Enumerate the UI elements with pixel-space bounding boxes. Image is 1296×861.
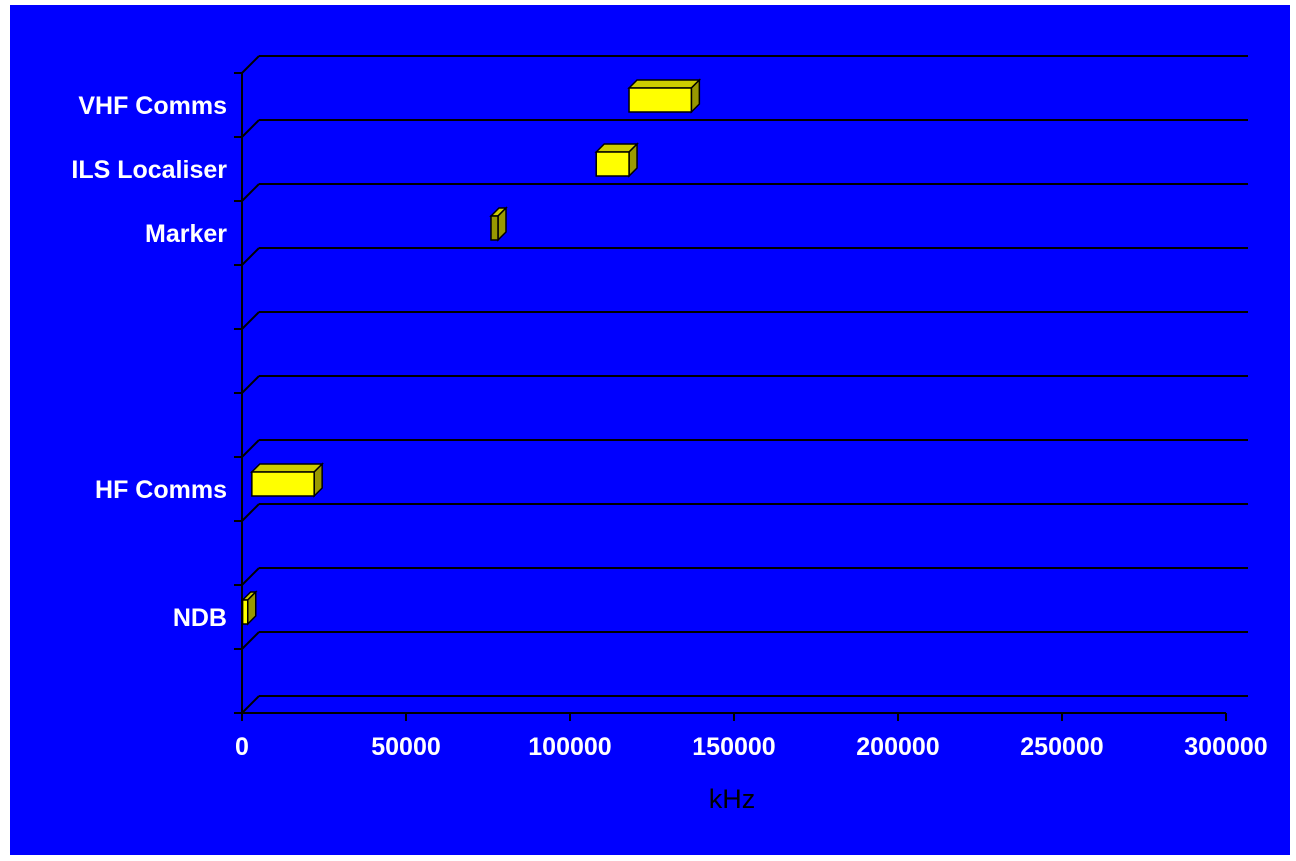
gridline-connector [242, 376, 259, 393]
bar-vhf-comms [629, 80, 699, 112]
bar-front-face [596, 152, 629, 176]
bar-front-face [243, 600, 248, 624]
chart-background: VHF Comms ILS Localiser Marker HF Comms NDB … [10, 5, 1290, 855]
gridline-connector [242, 120, 259, 137]
x-tick-label: 0 [235, 733, 249, 761]
bar-marker [491, 208, 506, 240]
category-label: HF Comms [95, 476, 227, 504]
bar-top-face [629, 80, 699, 88]
bar-hf-comms [252, 464, 322, 496]
x-axis-title: kHz [709, 784, 756, 814]
category-label: Marker [145, 220, 227, 248]
gridline-connector [242, 504, 259, 521]
category-axis [234, 73, 242, 713]
category-label: ILS Localiser [71, 156, 227, 184]
gridline-connector [242, 312, 259, 329]
gridline-connector [242, 248, 259, 265]
gridline-connector [242, 440, 259, 457]
value-axis: 0 50000 100000 150000 200000 250000 300000 [235, 713, 1268, 761]
x-tick-label: 300000 [1184, 733, 1267, 761]
bar-ils-localiser [596, 144, 637, 176]
category-labels: VHF Comms ILS Localiser Marker HF Comms NDB [71, 92, 227, 632]
gridline-connector [242, 696, 259, 713]
x-tick-label: 200000 [856, 733, 939, 761]
category-label: VHF Comms [78, 92, 227, 120]
bar-top-face [252, 464, 322, 472]
x-tick-label: 100000 [528, 733, 611, 761]
bar-front-face [252, 472, 314, 496]
gridline-connector [242, 184, 259, 201]
bar-ndb [243, 592, 256, 624]
gridlines [242, 56, 1248, 713]
gridline-connector [242, 568, 259, 585]
bar-front-face [491, 216, 498, 240]
bar-front-face [629, 88, 691, 112]
x-tick-label: 150000 [692, 733, 775, 761]
x-tick-label: 50000 [371, 733, 441, 761]
category-label: NDB [173, 604, 227, 632]
bars [243, 80, 700, 624]
gridline-connector [242, 56, 259, 73]
x-tick-label: 250000 [1020, 733, 1103, 761]
gridline-connector [242, 632, 259, 649]
